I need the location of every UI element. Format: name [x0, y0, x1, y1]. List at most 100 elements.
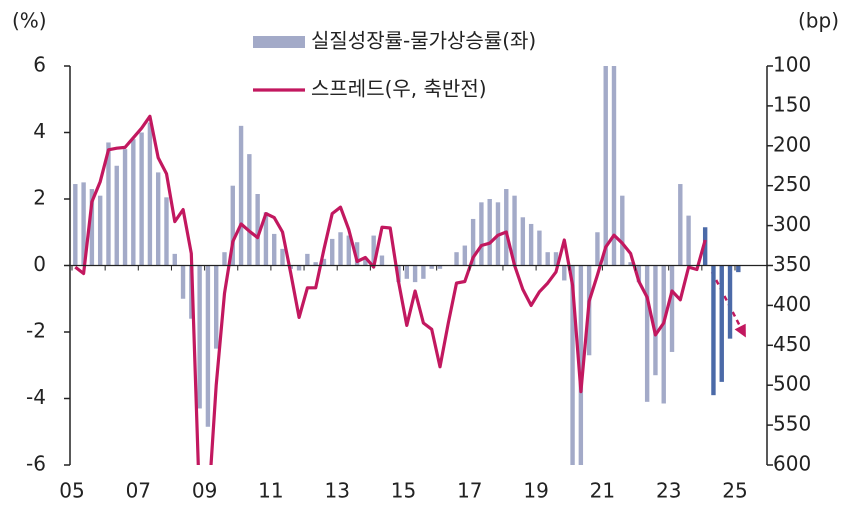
bar — [238, 125, 244, 266]
bar — [81, 182, 86, 266]
y-unit: (%) — [12, 9, 47, 33]
bar — [131, 139, 136, 266]
bar — [711, 265, 716, 396]
bar — [653, 265, 658, 376]
y-tick-label: 6 — [33, 53, 46, 77]
x-tick-label: 19 — [523, 479, 548, 503]
x-tick-label: 21 — [590, 479, 615, 503]
bar — [164, 197, 169, 266]
bar — [354, 242, 360, 266]
bar — [106, 142, 111, 266]
bar — [595, 232, 600, 266]
bar — [479, 202, 484, 266]
y2-tick-label: 600 — [773, 452, 811, 476]
bar — [155, 172, 161, 266]
bar — [230, 185, 235, 266]
y-tick-label: 0 — [33, 252, 46, 276]
bar — [678, 184, 683, 266]
bar — [570, 265, 575, 465]
y2-tick-label: 500 — [773, 372, 811, 396]
y-tick-label: 4 — [33, 119, 46, 143]
bar — [620, 195, 625, 266]
bar — [562, 265, 567, 281]
y2-tick-label: 450 — [773, 332, 811, 356]
bar — [180, 265, 186, 299]
y2-tick-label: 100 — [773, 53, 811, 77]
bar — [537, 230, 542, 266]
bar — [661, 265, 666, 404]
x-tick-label: 11 — [258, 479, 283, 503]
bar — [272, 233, 277, 266]
bar — [214, 265, 219, 349]
y2-tick-label: 300 — [773, 212, 811, 236]
bar — [114, 165, 119, 266]
bar — [429, 265, 434, 269]
bar — [727, 265, 733, 339]
bar — [487, 199, 492, 266]
plot-area — [73, 66, 741, 465]
bar — [644, 265, 650, 402]
bar — [147, 122, 153, 266]
y2-tick-label: 550 — [773, 412, 811, 436]
bar — [462, 245, 468, 266]
bar — [421, 265, 426, 279]
bar — [313, 262, 318, 266]
bar — [379, 255, 385, 266]
bar — [296, 265, 302, 271]
bar — [719, 265, 724, 382]
bar — [363, 258, 368, 266]
bar — [528, 223, 534, 266]
bar — [371, 235, 376, 266]
bar — [346, 235, 352, 266]
bar — [263, 212, 269, 266]
x-tick-label: 17 — [457, 479, 482, 503]
bar — [247, 154, 252, 266]
y-tick-label: -6 — [26, 452, 46, 476]
x-tick-label: 15 — [391, 479, 416, 503]
bar — [412, 265, 418, 283]
bar — [628, 262, 633, 266]
bar — [504, 189, 509, 266]
legend-label: 실질성장률-물가상승률(좌) — [311, 29, 536, 53]
bar — [139, 132, 144, 266]
y2-tick-label: 150 — [773, 92, 811, 116]
bar — [686, 215, 691, 266]
projection-arrow — [710, 271, 746, 338]
y2-tick-label: 200 — [773, 132, 811, 156]
bar — [330, 238, 335, 266]
x-tick-label: 25 — [722, 479, 747, 503]
bar — [702, 227, 708, 266]
bar — [578, 265, 584, 465]
bar — [122, 149, 128, 266]
bar — [97, 195, 103, 266]
bar — [222, 252, 227, 266]
y2-tick-label: 250 — [773, 172, 811, 196]
bar — [338, 232, 343, 266]
y-tick-label: -4 — [26, 385, 46, 409]
bar — [437, 265, 443, 269]
bar — [172, 253, 177, 266]
legend-swatch — [253, 36, 305, 48]
x-tick-label: 13 — [324, 479, 349, 503]
bar — [280, 248, 285, 266]
bar — [321, 258, 327, 266]
bar — [404, 265, 410, 279]
bar — [611, 66, 617, 266]
bar — [255, 194, 260, 266]
x-tick-label: 23 — [656, 479, 681, 503]
bar — [545, 252, 550, 266]
bar — [512, 195, 517, 266]
y2-tick-label: 350 — [773, 252, 811, 276]
bar — [736, 265, 741, 273]
bar — [197, 265, 202, 409]
bar — [205, 265, 211, 427]
bar — [603, 66, 608, 266]
x-tick-label: 05 — [59, 479, 84, 503]
bar — [520, 217, 526, 266]
bar — [553, 252, 559, 266]
legend-label: 스프레드(우, 축반전) — [311, 77, 487, 101]
y2-tick-label: 400 — [773, 292, 811, 316]
y-tick-label: 2 — [33, 186, 46, 210]
bar — [669, 265, 675, 352]
